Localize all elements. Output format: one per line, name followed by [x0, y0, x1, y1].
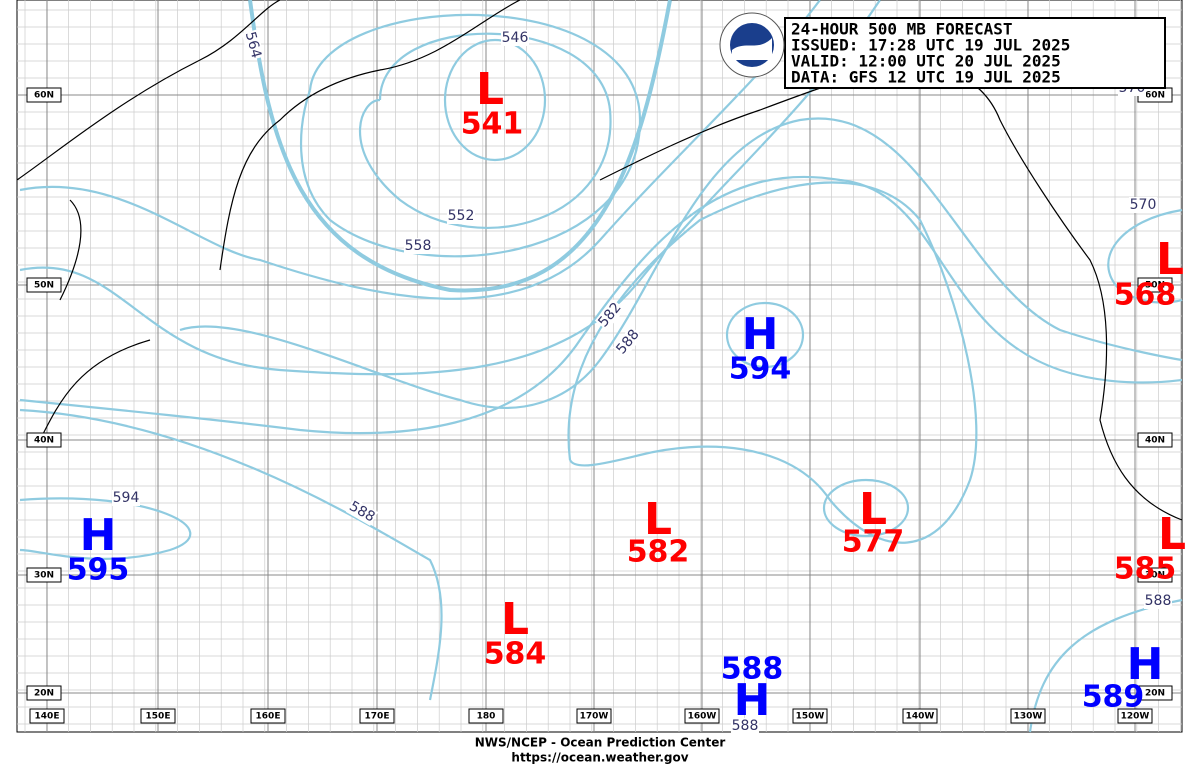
center-symbol: H — [734, 675, 771, 726]
contour-label: 594 — [113, 490, 140, 506]
contour-label-bg — [731, 718, 759, 734]
contour-label-bg — [404, 238, 432, 254]
coord-box — [359, 708, 395, 724]
coord-label: 140E — [35, 712, 60, 722]
footer-line: https://ocean.weather.gov — [511, 751, 688, 764]
coord-box — [792, 708, 828, 724]
contour-label: 564 — [242, 30, 264, 60]
info-line: 24-HOUR 500 MB FORECAST — [791, 20, 1013, 39]
contour-label: 546 — [502, 30, 529, 46]
contour-label: 570 — [1130, 197, 1157, 213]
coord-label: 50N — [1145, 281, 1165, 291]
coord-box — [1137, 567, 1173, 583]
center-value: 577 — [842, 525, 905, 560]
coord-box — [29, 708, 65, 724]
center-symbol: L — [501, 594, 529, 645]
coord-box — [26, 277, 62, 293]
coord-box — [468, 708, 504, 724]
center-symbol: L — [1156, 234, 1184, 285]
contour-label: 588 — [1145, 593, 1172, 609]
coord-box — [26, 432, 62, 448]
contour-label-bg — [241, 29, 265, 61]
contour-label: 588 — [732, 718, 759, 734]
center-value: 594 — [729, 352, 792, 387]
contour-label-bg — [501, 30, 529, 46]
contour-label-bg — [1129, 197, 1157, 213]
coord-box — [26, 567, 62, 583]
coord-box — [1117, 708, 1153, 724]
coord-label: 170E — [365, 712, 390, 722]
info-line: VALID: 12:00 UTC 20 JUL 2025 — [791, 52, 1061, 71]
coord-label: 60N — [34, 91, 54, 101]
coord-label: 120W — [1121, 712, 1150, 722]
coord-box — [26, 87, 62, 103]
coord-box — [140, 708, 176, 724]
coord-label: 50N — [34, 281, 54, 291]
coord-box — [1137, 432, 1173, 448]
center-value: 585 — [1114, 552, 1177, 587]
coord-label: 150E — [146, 712, 171, 722]
contour-label: 552 — [448, 208, 475, 224]
coord-label: 30N — [1145, 571, 1165, 581]
center-value: 584 — [484, 637, 547, 672]
center-symbol: H — [80, 510, 117, 561]
center-value: 582 — [627, 535, 690, 570]
center-symbol: L — [644, 494, 672, 545]
center-symbol: H — [1127, 639, 1164, 690]
coord-label: 170W — [580, 712, 609, 722]
coord-label: 160W — [688, 712, 717, 722]
coord-label: 150W — [796, 712, 825, 722]
coord-box — [576, 708, 612, 724]
coord-label: 40N — [34, 436, 54, 446]
coord-box — [26, 685, 62, 701]
coord-label: 60N — [1145, 91, 1165, 101]
coord-box — [684, 708, 720, 724]
coord-box — [250, 708, 286, 724]
center-symbol: L — [476, 64, 504, 115]
center-symbol: L — [1158, 509, 1186, 560]
info-line: DATA: GFS 12 UTC 19 JUL 2025 — [791, 68, 1061, 87]
info-box — [784, 17, 1166, 89]
map-frame — [16, 0, 1183, 733]
coord-label: 180 — [477, 712, 496, 722]
info-line: ISSUED: 17:28 UTC 19 JUL 2025 — [791, 36, 1070, 55]
center-value: 589 — [1082, 680, 1145, 715]
coord-label: 20N — [34, 689, 54, 699]
contour-label-bg — [1144, 593, 1172, 609]
coastlines — [16, 0, 1183, 521]
labels: 60N 60N 50N 50N 40N 40N 30N 30N 20N 20N 140E 150E 16… — [26, 29, 1186, 734]
coord-box — [1010, 708, 1046, 724]
coord-label: 140W — [906, 712, 935, 722]
coord-label: 30N — [34, 571, 54, 581]
coord-label: 40N — [1145, 436, 1165, 446]
noaa-logo — [719, 12, 785, 78]
footer-line: NWS/NCEP - Ocean Prediction Center — [475, 736, 726, 750]
grid — [17, 0, 1182, 732]
contour-label-bg — [612, 326, 644, 358]
coord-box — [902, 708, 938, 724]
coord-box — [1137, 685, 1173, 701]
center-symbol: H — [742, 309, 779, 360]
contours — [19, 0, 1183, 733]
coord-label: 130W — [1014, 712, 1043, 722]
contour-label-bg — [345, 498, 379, 526]
coord-label: 160E — [256, 712, 281, 722]
contour-label-bg — [447, 208, 475, 224]
contour-label: 558 — [405, 238, 432, 254]
center-value: 541 — [461, 107, 524, 142]
coord-label: 20N — [1145, 689, 1165, 699]
center-value: 568 — [1114, 278, 1177, 313]
center-symbol: L — [859, 484, 887, 535]
contour-label-bg — [594, 299, 626, 331]
contour-label-bg — [112, 490, 140, 506]
coord-box — [1137, 277, 1173, 293]
center-value: 595 — [67, 553, 130, 588]
center-value: 588 — [721, 652, 784, 687]
